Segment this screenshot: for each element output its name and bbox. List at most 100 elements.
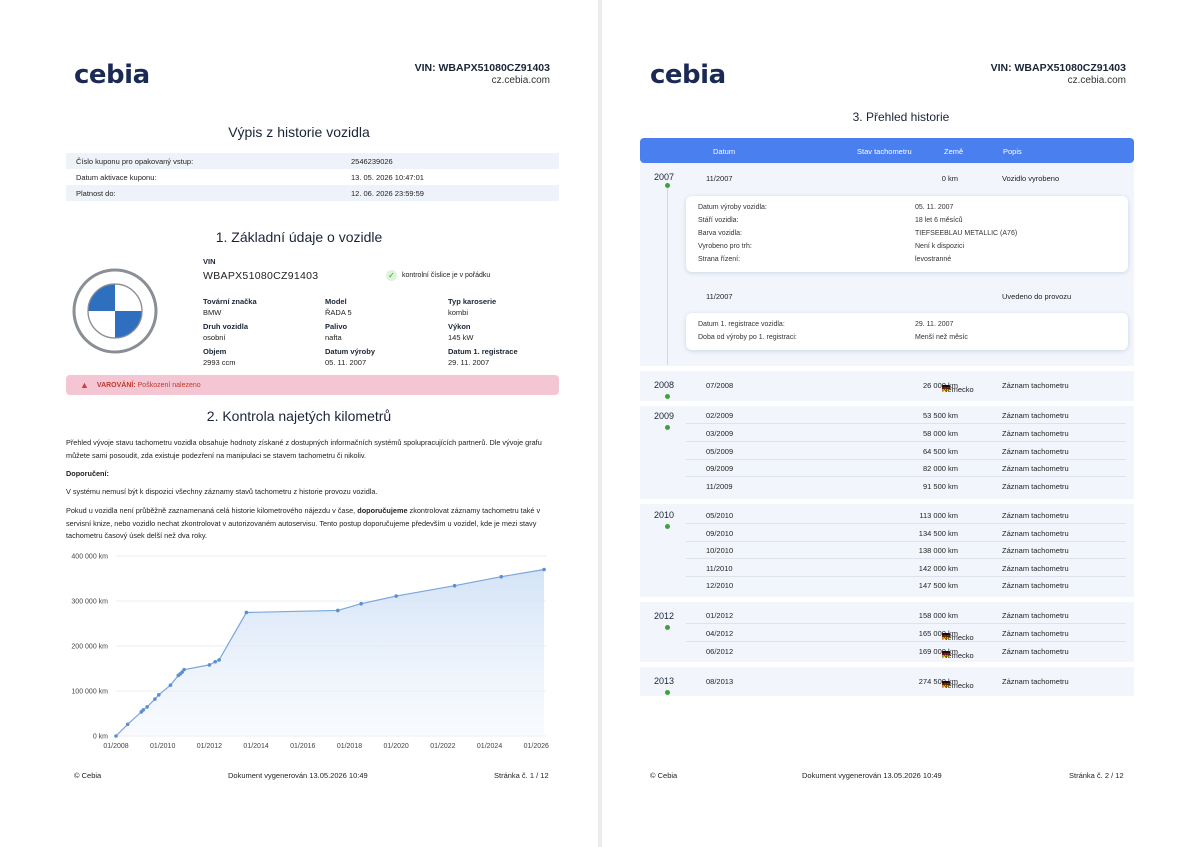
year-label: 2012 bbox=[654, 611, 675, 621]
col-date: Datum bbox=[713, 147, 736, 156]
history-row: 10/2010 138 000 km Záznam tachometru bbox=[686, 542, 1126, 559]
history-row: 11/2007 0 km Vozidlo vyrobeno bbox=[686, 170, 1126, 187]
card-key: Barva vozidla: bbox=[698, 230, 742, 237]
col-desc: Popis bbox=[1003, 147, 1022, 156]
detail-text-a: Pokud u vozidla není průběžně zaznamenan… bbox=[66, 506, 358, 515]
card-key: Datum 1. registrace vozidla: bbox=[698, 321, 785, 328]
vin-check: ✓ kontrolní číslice je v pořádku bbox=[386, 270, 490, 281]
x-tick-label: 01/2010 bbox=[150, 743, 175, 750]
history-row: 12/2010 147 500 km Záznam tachometru bbox=[686, 577, 1126, 594]
row-km: 169 000 km bbox=[918, 647, 958, 656]
coupon-key: Datum aktivace kuponu: bbox=[76, 172, 157, 182]
coupon-value: 2546239026 bbox=[351, 156, 393, 166]
x-tick-label: 01/2012 bbox=[197, 743, 222, 750]
header-url[interactable]: cz.cebia.com bbox=[491, 75, 550, 86]
mileage-point bbox=[213, 659, 218, 664]
row-desc: Záznam tachometru bbox=[1002, 611, 1069, 620]
row-date: 11/2009 bbox=[706, 482, 733, 491]
row-km: 165 000 km bbox=[918, 629, 958, 638]
x-tick-label: 01/2008 bbox=[103, 743, 128, 750]
damage-warning-banner: ▲ VAROVÁNÍ: Poškození nalezeno bbox=[66, 375, 559, 395]
footer-copyright: © Cebia bbox=[650, 771, 678, 780]
spec-label: Objem bbox=[203, 347, 227, 356]
timeline-dot bbox=[665, 625, 670, 630]
row-km: 274 500 km bbox=[918, 677, 958, 686]
x-tick-label: 01/2022 bbox=[430, 743, 455, 750]
mileage-point bbox=[244, 610, 249, 615]
row-date: 11/2010 bbox=[706, 564, 733, 573]
card-value: 05. 11. 2007 bbox=[915, 204, 954, 211]
year-block-2009 bbox=[640, 406, 1134, 499]
row-km: 147 500 km bbox=[918, 581, 958, 590]
row-country-text: Německo bbox=[942, 651, 974, 660]
spec-label: Datum 1. registrace bbox=[448, 347, 518, 356]
row-date: 08/2013 bbox=[706, 677, 734, 686]
x-tick-label: 01/2014 bbox=[243, 743, 268, 750]
header-vin: VIN: WBAPX51080CZ91403 cz.cebia.com bbox=[991, 62, 1126, 86]
spec-value: kombi bbox=[448, 308, 469, 317]
row-km: 26 000 km bbox=[922, 381, 958, 390]
y-tick-label: 100 000 km bbox=[71, 689, 108, 696]
header-url[interactable]: cz.cebia.com bbox=[1067, 75, 1126, 86]
footer-page-number: Stránka č. 1 / 12 bbox=[494, 771, 549, 780]
mileage-point bbox=[125, 722, 130, 727]
row-desc: Záznam tachometru bbox=[1002, 464, 1069, 473]
year-label: 2010 bbox=[654, 510, 675, 520]
row-desc: Záznam tachometru bbox=[1002, 529, 1069, 538]
row-km: 142 000 km bbox=[918, 564, 958, 573]
coupon-value: 13. 05. 2026 10:47:01 bbox=[351, 172, 424, 182]
card-key: Datum výroby vozidla: bbox=[698, 204, 767, 211]
row-km: 58 000 km bbox=[922, 429, 958, 438]
row-desc: Záznam tachometru bbox=[1002, 581, 1069, 590]
spec-vehicle-kind: Druh vozidla osobní bbox=[203, 322, 248, 342]
section-title-history: 3. Přehled historie bbox=[852, 110, 950, 124]
spec-label: Palivo bbox=[325, 322, 348, 331]
mileage-point bbox=[180, 670, 184, 674]
spec-manufacture-date: Datum výroby 05. 11. 2007 bbox=[325, 347, 375, 367]
history-row: 11/2009 91 500 km Záznam tachometru bbox=[686, 478, 1126, 495]
row-country-text: Německo bbox=[942, 681, 974, 690]
row-date: 02/2009 bbox=[706, 411, 734, 420]
row-km: 158 000 km bbox=[918, 611, 958, 620]
coupon-row: Platnost do: 12. 06. 2026 23:59:59 bbox=[66, 185, 559, 201]
timeline-dot bbox=[665, 425, 670, 430]
mileage-point bbox=[145, 705, 149, 709]
production-details-card: Datum výroby vozidla: 05. 11. 2007 Stáří … bbox=[686, 196, 1128, 272]
row-country-text: Německo bbox=[942, 633, 974, 642]
header-vin: VIN: WBAPX51080CZ91403 cz.cebia.com bbox=[415, 62, 550, 86]
card-value: 18 let 6 měsíců bbox=[915, 217, 963, 224]
timeline-dot bbox=[665, 394, 670, 399]
vin-check-text: kontrolní číslice je v pořádku bbox=[402, 272, 491, 279]
header-vin-label: VIN: WBAPX51080CZ91403 bbox=[990, 62, 1126, 74]
row-desc: Záznam tachometru bbox=[1002, 429, 1069, 438]
history-table-header: Datum Stav tachometru Země Popis bbox=[640, 138, 1134, 163]
x-tick-label: 01/2026 bbox=[524, 743, 549, 750]
spec-value: 145 kW bbox=[448, 333, 474, 342]
coupon-key: Platnost do: bbox=[76, 188, 116, 198]
mileage-point bbox=[168, 683, 173, 687]
mileage-point bbox=[359, 601, 363, 606]
row-desc: Záznam tachometru bbox=[1002, 381, 1069, 390]
spec-label: Druh vozidla bbox=[203, 322, 249, 331]
recommendation-detail-paragraph: Pokud u vozidla není průběžně zaznamenan… bbox=[66, 505, 562, 543]
year-block-2010 bbox=[640, 504, 1134, 597]
row-km: 0 km bbox=[941, 174, 958, 183]
warning-text: Poškození nalezeno bbox=[135, 381, 201, 389]
row-date: 07/2008 bbox=[706, 381, 734, 390]
x-tick-label: 01/2018 bbox=[337, 743, 362, 750]
row-date: 12/2010 bbox=[706, 581, 734, 590]
cebia-logo: cebia bbox=[650, 60, 726, 90]
history-row: 11/2007 Uvedeno do provozu bbox=[686, 288, 1126, 305]
row-desc: Záznam tachometru bbox=[1002, 677, 1069, 686]
vin-label: VIN bbox=[203, 257, 216, 266]
spec-brand: Tovární značka BMW bbox=[203, 297, 257, 317]
mileage-point bbox=[182, 667, 186, 672]
history-row: 05/2009 64 500 km Záznam tachometru bbox=[686, 443, 1126, 460]
history-row: 09/2010 134 500 km Záznam tachometru bbox=[686, 525, 1126, 542]
warning-prefix: VAROVÁNÍ: bbox=[96, 381, 136, 389]
coupon-key: Číslo kuponu pro opakovaný vstup: bbox=[76, 156, 194, 166]
row-desc: Záznam tachometru bbox=[1002, 482, 1069, 491]
card-value: TIEFSEEBLAU METALLIC (A76) bbox=[915, 230, 1018, 237]
timeline-dot bbox=[665, 524, 670, 529]
row-km: 64 500 km bbox=[922, 447, 958, 456]
